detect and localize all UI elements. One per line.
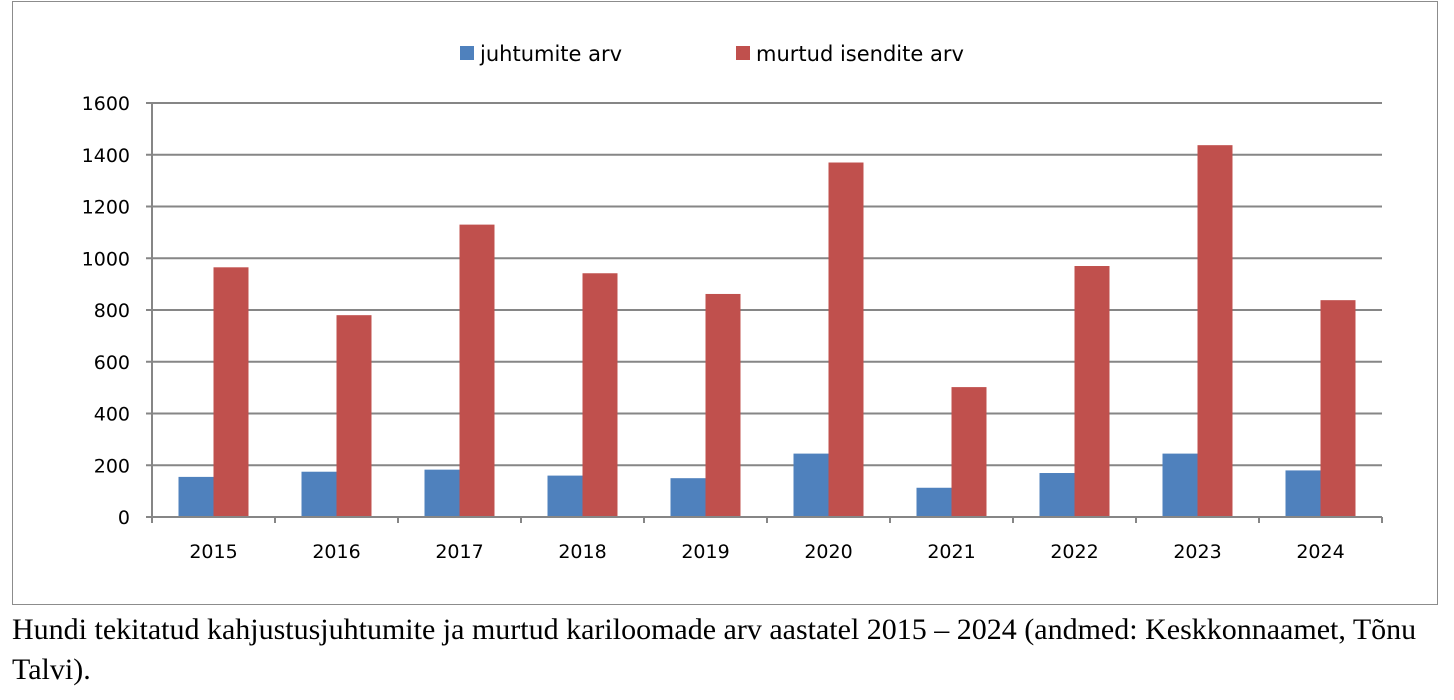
y-tick-label: 1200 bbox=[82, 197, 130, 219]
y-tick-label: 1000 bbox=[82, 248, 130, 270]
bar-juhtumite-arv bbox=[916, 487, 952, 517]
bar-murtud-isendite-arv bbox=[705, 293, 741, 517]
legend-label: murtud isendite arv bbox=[756, 42, 964, 66]
bar-juhtumite-arv bbox=[1285, 470, 1321, 517]
bar-juhtumite-arv bbox=[1162, 453, 1198, 517]
bar-murtud-isendite-arv bbox=[582, 273, 618, 517]
x-tick-label: 2017 bbox=[435, 541, 483, 563]
bar-murtud-isendite-arv bbox=[459, 224, 495, 518]
bar-murtud-isendite-arv bbox=[1197, 145, 1233, 517]
x-tick-label: 2022 bbox=[1050, 541, 1098, 563]
x-tick-label: 2020 bbox=[804, 541, 852, 563]
bar-murtud-isendite-arv bbox=[336, 315, 372, 517]
bar-murtud-isendite-arv bbox=[1074, 266, 1110, 517]
y-tick-label: 400 bbox=[94, 404, 130, 426]
y-tick-label: 1400 bbox=[82, 145, 130, 167]
bar-juhtumite-arv bbox=[424, 469, 460, 517]
bar-chart: 0 200 400 600 800 1000 1200 1400 1600 2015 2016 201… bbox=[82, 42, 1383, 563]
legend-swatch bbox=[736, 46, 750, 60]
bar-murtud-isendite-arv bbox=[951, 387, 987, 517]
legend-label: juhtumite arv bbox=[479, 42, 622, 66]
x-tick-label: 2015 bbox=[189, 541, 237, 563]
bar-murtud-isendite-arv bbox=[828, 162, 864, 517]
bar-juhtumite-arv bbox=[793, 453, 829, 517]
bar-murtud-isendite-arv bbox=[1320, 300, 1356, 517]
y-tick-label: 600 bbox=[94, 352, 130, 374]
y-tick-label: 800 bbox=[94, 300, 130, 322]
bar-juhtumite-arv bbox=[301, 471, 337, 517]
y-tick-label: 1600 bbox=[82, 93, 130, 115]
bar-murtud-isendite-arv bbox=[213, 267, 249, 517]
bar-juhtumite-arv bbox=[178, 476, 214, 517]
x-tick-label: 2023 bbox=[1173, 541, 1221, 563]
legend-swatch bbox=[460, 46, 474, 60]
y-tick-label: 200 bbox=[94, 455, 130, 477]
x-tick-label: 2018 bbox=[558, 541, 606, 563]
figure-caption: Hundi tekitatud kahjustusjuhtumite ja mu… bbox=[12, 613, 1417, 686]
x-tick-label: 2021 bbox=[927, 541, 975, 563]
x-tick-label: 2019 bbox=[681, 541, 729, 563]
bar-juhtumite-arv bbox=[670, 478, 706, 517]
x-tick-label: 2024 bbox=[1296, 541, 1344, 563]
y-tick-label: 0 bbox=[118, 507, 130, 529]
bar-juhtumite-arv bbox=[547, 475, 583, 517]
bar-juhtumite-arv bbox=[1039, 473, 1075, 517]
x-tick-label: 2016 bbox=[312, 541, 360, 563]
